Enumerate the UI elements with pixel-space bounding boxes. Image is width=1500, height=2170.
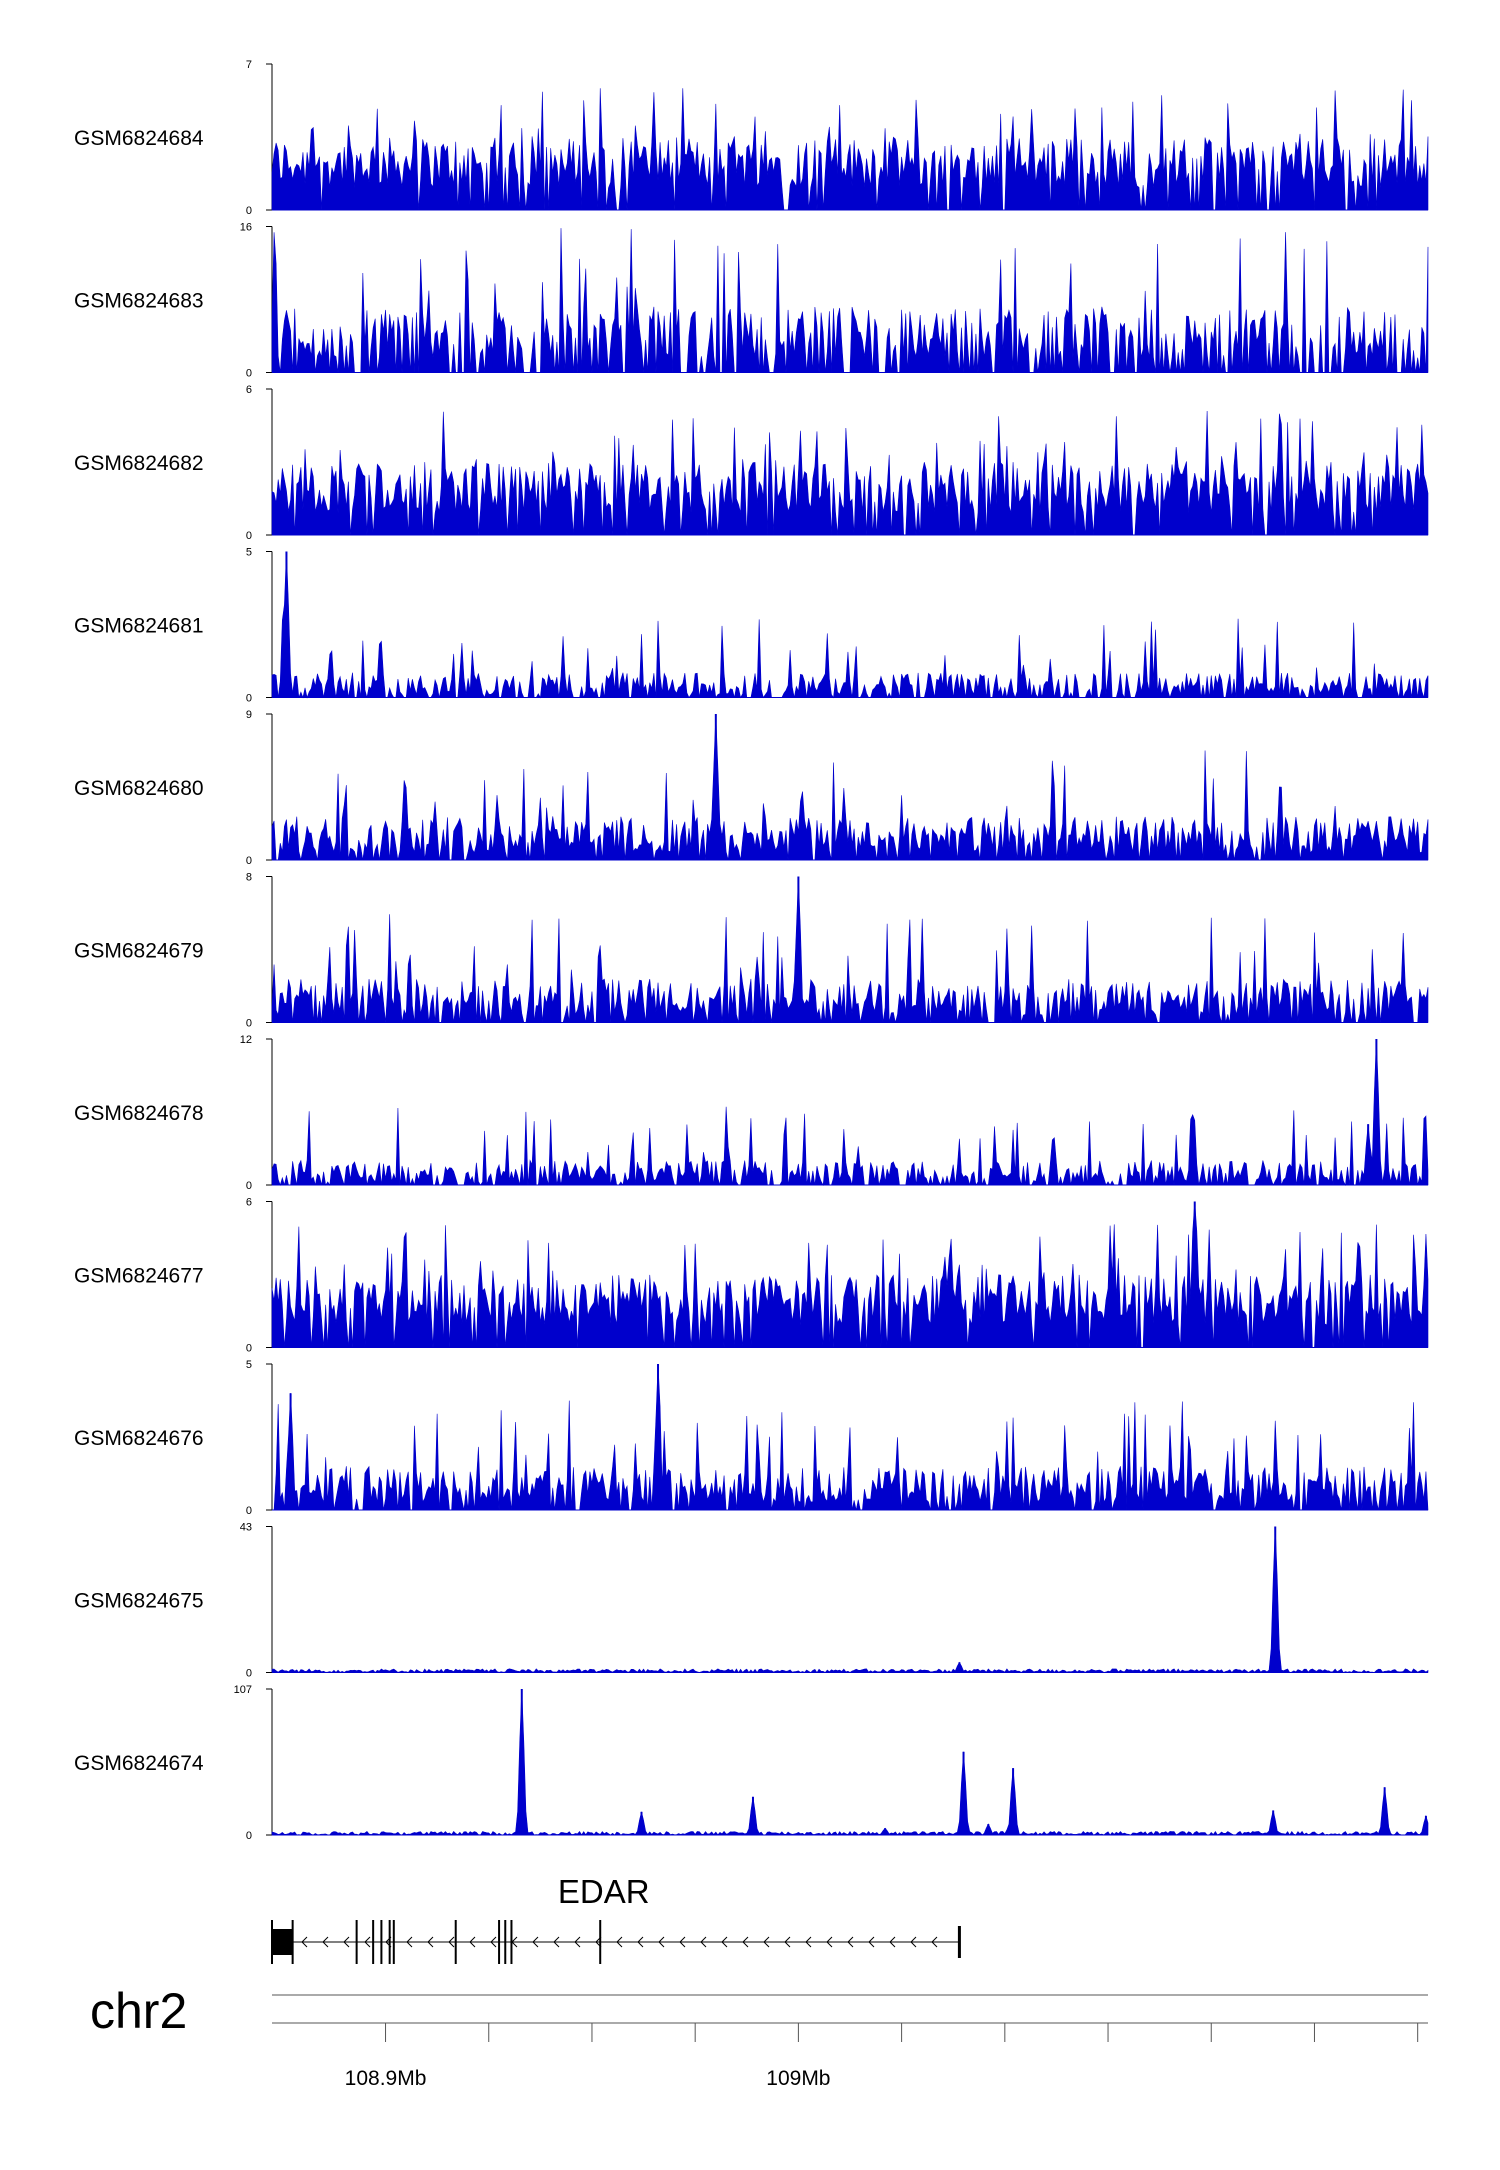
coverage-area — [271, 411, 1429, 536]
strand-arrow — [301, 1936, 308, 1948]
track-name-label: GSM6824683 — [74, 290, 204, 313]
track-GSM6824678: GSM6824678 12 0 — [74, 1034, 1429, 1192]
strand-arrow — [406, 1936, 413, 1948]
x-axis-tick-label: 108.9Mb — [345, 2067, 427, 2090]
y-axis-min-label: 0 — [246, 1343, 252, 1355]
track-name-label: GSM6824679 — [74, 940, 204, 963]
track-GSM6824684: GSM6824684 7 0 — [74, 59, 1429, 217]
strand-arrow — [448, 1936, 455, 1948]
y-axis-min-label: 0 — [246, 205, 252, 217]
x-axis-tick-label: 109Mb — [766, 2067, 830, 2090]
coverage-area — [272, 1363, 1429, 1511]
track-GSM6824682: GSM6824682 6 0 — [74, 384, 1429, 542]
strand-arrow — [490, 1936, 497, 1948]
y-axis-min-label: 0 — [246, 1505, 252, 1517]
y-axis-max-label: 107 — [234, 1684, 252, 1696]
strand-arrow — [847, 1936, 854, 1948]
strand-arrow — [322, 1936, 329, 1948]
signal-tracks: GSM682468470GSM6824683160GSM682468260GSM… — [74, 59, 1429, 1842]
y-axis-min-label: 0 — [246, 530, 252, 542]
strand-arrow — [763, 1936, 770, 1948]
coverage-area — [271, 551, 1429, 699]
y-axis-max-label: 5 — [246, 547, 252, 559]
y-axis-max-label: 6 — [246, 384, 252, 396]
y-axis-min-label: 0 — [246, 1668, 252, 1680]
track-name-label: GSM6824682 — [74, 452, 204, 475]
y-axis-min-label: 0 — [246, 1830, 252, 1842]
y-axis-max-label: 8 — [246, 872, 252, 884]
track-GSM6824679: GSM6824679 8 0 — [74, 872, 1429, 1030]
y-axis-max-label: 6 — [246, 1197, 252, 1209]
chromosome-label: chr2 — [90, 1983, 187, 2039]
strand-arrow — [658, 1936, 665, 1948]
track-name-label: GSM6824676 — [74, 1427, 204, 1450]
track-name-label: GSM6824675 — [74, 1590, 204, 1613]
gene-annotation-track: EDAR — [271, 1873, 961, 1964]
track-GSM6824683: GSM6824683 16 0 — [74, 222, 1429, 380]
gene-label-edar: EDAR — [558, 1873, 650, 1910]
y-axis-max-label: 43 — [240, 1522, 252, 1534]
y-axis-min-label: 0 — [246, 855, 252, 867]
coverage-area — [271, 713, 1429, 861]
strand-arrow — [364, 1936, 371, 1948]
strand-arrow — [805, 1936, 812, 1948]
y-axis-max-label: 5 — [246, 1359, 252, 1371]
strand-arrow — [931, 1936, 938, 1948]
track-name-label: GSM6824677 — [74, 1265, 204, 1288]
coverage-area — [271, 228, 1429, 373]
strand-arrow — [427, 1936, 434, 1948]
strand-arrow — [343, 1936, 350, 1948]
strand-arrow — [574, 1936, 581, 1948]
strand-arrow — [910, 1936, 917, 1948]
y-axis-min-label: 0 — [246, 1180, 252, 1192]
gene-utr-block — [272, 1929, 292, 1955]
coverage-area — [271, 1688, 1429, 1836]
track-GSM6824677: GSM6824677 6 0 — [74, 1197, 1429, 1355]
y-axis-min-label: 0 — [246, 693, 252, 705]
track-name-label: GSM6824674 — [74, 1752, 204, 1775]
coverage-area — [271, 1526, 1429, 1674]
track-GSM6824681: GSM6824681 5 0 — [74, 547, 1429, 705]
y-axis-max-label: 9 — [246, 709, 252, 721]
strand-arrow — [637, 1936, 644, 1948]
track-GSM6824675: GSM6824675 43 0 — [74, 1522, 1429, 1680]
strand-arrow — [532, 1936, 539, 1948]
strand-arrow — [826, 1936, 833, 1948]
y-axis-max-label: 7 — [246, 59, 252, 71]
track-GSM6824674: GSM6824674 107 0 — [74, 1684, 1429, 1842]
strand-arrow — [721, 1936, 728, 1948]
strand-arrow — [784, 1936, 791, 1948]
coverage-area — [271, 1038, 1429, 1187]
track-GSM6824680: GSM6824680 9 0 — [74, 709, 1429, 867]
coverage-area — [271, 1201, 1429, 1348]
strand-arrow — [889, 1936, 896, 1948]
strand-arrow — [700, 1936, 707, 1948]
strand-arrow — [868, 1936, 875, 1948]
coverage-area — [271, 88, 1429, 211]
y-axis-max-label: 16 — [240, 222, 252, 234]
strand-arrow — [553, 1936, 560, 1948]
coverage-area — [271, 876, 1429, 1023]
y-axis-min-label: 0 — [246, 368, 252, 380]
track-name-label: GSM6824684 — [74, 127, 204, 150]
strand-arrow — [469, 1936, 476, 1948]
genome-axis: chr2 108.9Mb 109Mb — [90, 1983, 1428, 2090]
y-axis-min-label: 0 — [246, 1018, 252, 1030]
track-name-label: GSM6824681 — [74, 615, 204, 638]
track-name-label: GSM6824678 — [74, 1102, 204, 1125]
track-name-label: GSM6824680 — [74, 777, 204, 800]
strand-arrow — [679, 1936, 686, 1948]
track-GSM6824676: GSM6824676 5 0 — [74, 1359, 1429, 1517]
strand-arrow — [742, 1936, 749, 1948]
strand-arrow — [616, 1936, 623, 1948]
y-axis-max-label: 12 — [240, 1034, 252, 1046]
